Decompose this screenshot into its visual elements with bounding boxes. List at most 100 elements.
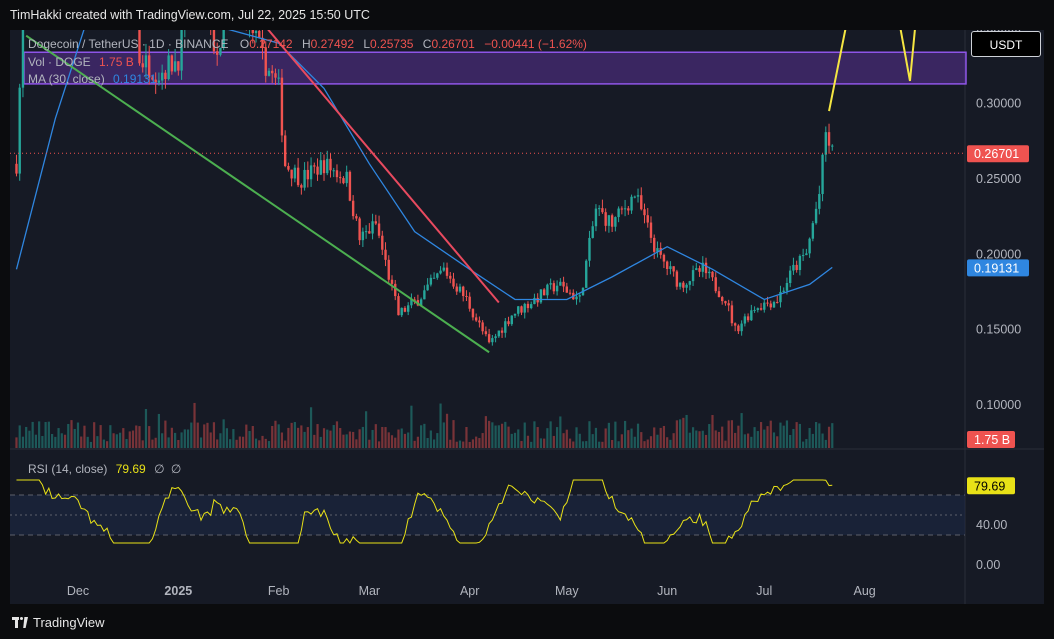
chart-canvas[interactable]: 0.550000.500000.450000.400000.350000.300…	[10, 30, 1044, 604]
volume-bar	[326, 429, 329, 448]
candle-body	[148, 55, 151, 78]
candle-body	[821, 154, 824, 195]
candle-body	[258, 30, 261, 38]
volume-bar	[682, 417, 685, 448]
volume-bar	[293, 422, 296, 448]
volume-bar	[267, 441, 271, 448]
low-value: 0.25735	[370, 37, 414, 51]
candle-body	[497, 330, 501, 337]
volume-bar	[798, 423, 801, 448]
candle-body	[445, 267, 449, 276]
symbol-title[interactable]: Dogecoin / TetherUS · 1D · BINANCE	[28, 37, 229, 51]
candle-body	[801, 255, 805, 257]
volume-bar	[209, 432, 212, 448]
volume-bar	[151, 439, 154, 448]
candle-body	[164, 72, 167, 80]
time-tick-label: Jul	[756, 584, 772, 598]
candle-body	[462, 286, 465, 297]
volume-bar	[70, 420, 73, 448]
candle-body	[792, 264, 795, 271]
volume-bar	[737, 425, 740, 448]
volume-bar	[313, 434, 316, 448]
volume-bar	[581, 441, 585, 448]
volume-bar	[488, 420, 491, 448]
candle-body	[177, 61, 180, 71]
candle-body	[552, 283, 556, 292]
volume-bar	[329, 430, 332, 448]
volume-bar	[258, 440, 261, 448]
currency-button[interactable]: USDT	[971, 31, 1041, 57]
close-value: 0.26701	[431, 37, 475, 51]
candle-body	[474, 317, 478, 321]
time-tick-label: Mar	[359, 584, 381, 598]
volume-bar	[25, 426, 28, 448]
volume-bar	[216, 439, 219, 448]
volume-bar	[203, 424, 206, 448]
candle-body	[507, 321, 510, 325]
candle-body	[280, 77, 284, 136]
candle-body	[458, 286, 462, 292]
rsi-tick-label: 40.00	[976, 518, 1007, 532]
volume-bar	[776, 436, 779, 448]
candle-body	[520, 306, 523, 313]
volume-bar	[669, 439, 672, 448]
volume-bar	[623, 420, 627, 448]
rsi-label[interactable]: RSI (14, close)	[28, 462, 108, 476]
volume-bar	[695, 430, 698, 448]
volume-bar	[539, 438, 543, 448]
candle-body	[708, 271, 711, 274]
candle-body	[471, 308, 475, 318]
tradingview-logo-icon	[12, 617, 28, 628]
volume-bar	[112, 433, 115, 448]
candle-body	[419, 299, 423, 306]
candle-body	[219, 47, 222, 55]
volume-bar	[15, 437, 18, 448]
candle-body	[361, 231, 365, 241]
volume-bar	[319, 436, 322, 448]
volume-bar	[831, 423, 834, 448]
volume-label[interactable]: Vol · DOGE	[28, 55, 91, 69]
volume-bar	[125, 439, 128, 448]
volume-bar	[740, 413, 743, 448]
candle-body	[659, 248, 662, 255]
volume-bar	[559, 416, 562, 448]
volume-bar	[662, 425, 666, 448]
volume-bar	[60, 433, 63, 448]
volume-bar	[115, 434, 118, 448]
rsi-tick-label: 0.00	[976, 558, 1000, 572]
volume-bar	[219, 433, 222, 448]
candle-body	[167, 55, 170, 80]
volume-bar	[611, 439, 614, 448]
tradingview-logo[interactable]: TradingView	[12, 615, 105, 630]
volume-bar	[649, 436, 653, 448]
volume-bar	[358, 429, 361, 448]
volume-bar	[691, 427, 695, 448]
candle-body	[620, 208, 624, 210]
volume-bar	[284, 440, 287, 448]
volume-bar	[254, 438, 258, 448]
candle-body	[756, 308, 760, 310]
volume-bar	[44, 422, 47, 448]
candle-body	[517, 306, 520, 314]
volume-bar	[138, 426, 141, 448]
chart-panel[interactable]: 0.550000.500000.450000.400000.350000.300…	[10, 30, 1044, 604]
volume-bar	[144, 409, 148, 448]
candle-body	[662, 254, 666, 262]
volume-bar	[704, 434, 708, 448]
volume-bar	[86, 436, 89, 448]
candle-body	[160, 72, 164, 81]
time-tick-label: Apr	[460, 584, 479, 598]
ma-label[interactable]: MA (30, close)	[28, 72, 105, 86]
volume-bar	[471, 439, 475, 448]
volume-bar	[361, 426, 364, 448]
volume-bar	[436, 433, 439, 448]
volume-bar	[769, 420, 772, 448]
volume-bar	[708, 424, 711, 448]
volume-bar	[827, 426, 831, 448]
candle-body	[733, 323, 737, 326]
candle-body	[555, 285, 559, 292]
candle-body	[384, 249, 387, 260]
candle-body	[721, 297, 724, 302]
candle-body	[173, 61, 177, 72]
candle-body	[504, 321, 507, 333]
